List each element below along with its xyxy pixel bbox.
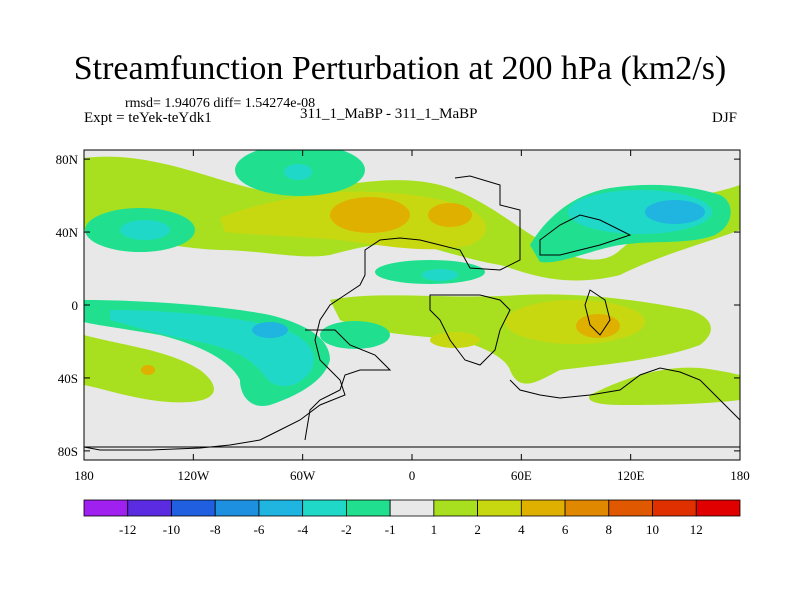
field-orange-sw bbox=[141, 365, 155, 375]
colorbar-label: 2 bbox=[474, 522, 481, 537]
colorbar-swatch bbox=[389, 499, 435, 517]
colorbar-swatch bbox=[214, 499, 260, 517]
colorbar-label: -10 bbox=[163, 522, 180, 537]
y-tick-label: 40S bbox=[58, 371, 78, 386]
coastlines bbox=[84, 175, 740, 451]
x-tick-label: 60W bbox=[290, 468, 316, 483]
coast-antarctica bbox=[84, 367, 740, 448]
colorbar-label: 10 bbox=[646, 522, 659, 537]
y-tick-label: 40N bbox=[56, 225, 79, 240]
colorbar-swatch bbox=[127, 499, 172, 517]
y-tick-label: 80S bbox=[58, 444, 78, 459]
colorbar-swatch bbox=[695, 499, 741, 517]
x-tick-label: 60E bbox=[511, 468, 532, 483]
field-orange-north bbox=[330, 197, 410, 233]
colorbar-label: 12 bbox=[690, 522, 703, 537]
field-yellow-south bbox=[430, 332, 480, 348]
coast-americas bbox=[84, 175, 521, 451]
experiment-label: Expt = teYek-teYdk1 bbox=[84, 110, 212, 126]
coast-australia bbox=[584, 289, 611, 336]
stats-label: rmsd= 1.94076 diff= 1.54274e-08 bbox=[125, 96, 316, 111]
case-label: 311_1_MaBP - 311_1_MaBP bbox=[300, 106, 478, 122]
colorbar-label: -4 bbox=[297, 522, 308, 537]
colorbar-swatch bbox=[345, 499, 391, 517]
x-tick-label: 120W bbox=[177, 468, 210, 483]
field-green-se bbox=[589, 367, 740, 405]
colorbar-swatch bbox=[608, 499, 653, 517]
colorbar-label: -8 bbox=[210, 522, 221, 537]
coast-africa bbox=[429, 294, 511, 366]
field-green-samerica bbox=[320, 321, 390, 349]
colorbar-label: -12 bbox=[119, 522, 136, 537]
x-tick-label: 180 bbox=[730, 468, 750, 483]
field-cyan-africa bbox=[422, 269, 458, 281]
colorbar-swatch bbox=[433, 499, 479, 517]
colorbar-swatch bbox=[477, 499, 522, 517]
colorbar: -12 -10 -8 -6 -4 -2 -1 1 2 4 6 8 10 12 bbox=[83, 499, 741, 537]
field-orange-indian bbox=[576, 314, 620, 338]
coast-eurasia bbox=[539, 214, 632, 256]
colorbar-swatch bbox=[258, 499, 304, 517]
colorbar-label: -6 bbox=[254, 522, 265, 537]
chart-title: Streamfunction Perturbation at 200 hPa (… bbox=[73, 50, 727, 87]
x-tick-label: 180 bbox=[74, 468, 94, 483]
axes: 180 120W 60W 0 60E 120E 180 80N 40N 0 40S 80S bbox=[56, 150, 750, 483]
colorbar-swatch bbox=[564, 499, 610, 517]
field-orange-north-2 bbox=[428, 203, 472, 227]
field-cyan-arctic bbox=[284, 164, 312, 180]
colorbar-label: 4 bbox=[518, 522, 525, 537]
y-tick-label: 0 bbox=[72, 298, 79, 313]
colorbar-swatch bbox=[171, 499, 216, 517]
field-blue-asia bbox=[645, 200, 705, 224]
colorbar-swatch bbox=[652, 499, 697, 517]
map-field bbox=[84, 150, 740, 460]
field-yellow-indian bbox=[505, 300, 645, 344]
colorbar-swatch bbox=[83, 499, 129, 517]
season-label: DJF bbox=[712, 110, 738, 126]
colorbar-label: 6 bbox=[562, 522, 569, 537]
y-tick-label: 80N bbox=[56, 152, 79, 167]
x-tick-label: 0 bbox=[409, 468, 416, 483]
colorbar-swatch bbox=[302, 499, 347, 517]
field-blue-tropic bbox=[252, 322, 288, 338]
colorbar-label: -2 bbox=[341, 522, 352, 537]
field-cyan-npac bbox=[120, 220, 170, 240]
coast-samerica bbox=[304, 329, 392, 441]
colorbar-label: -1 bbox=[385, 522, 396, 537]
colorbar-swatch bbox=[520, 499, 566, 517]
colorbar-label: 1 bbox=[431, 522, 438, 537]
x-tick-label: 120E bbox=[617, 468, 645, 483]
colorbar-label: 8 bbox=[606, 522, 613, 537]
